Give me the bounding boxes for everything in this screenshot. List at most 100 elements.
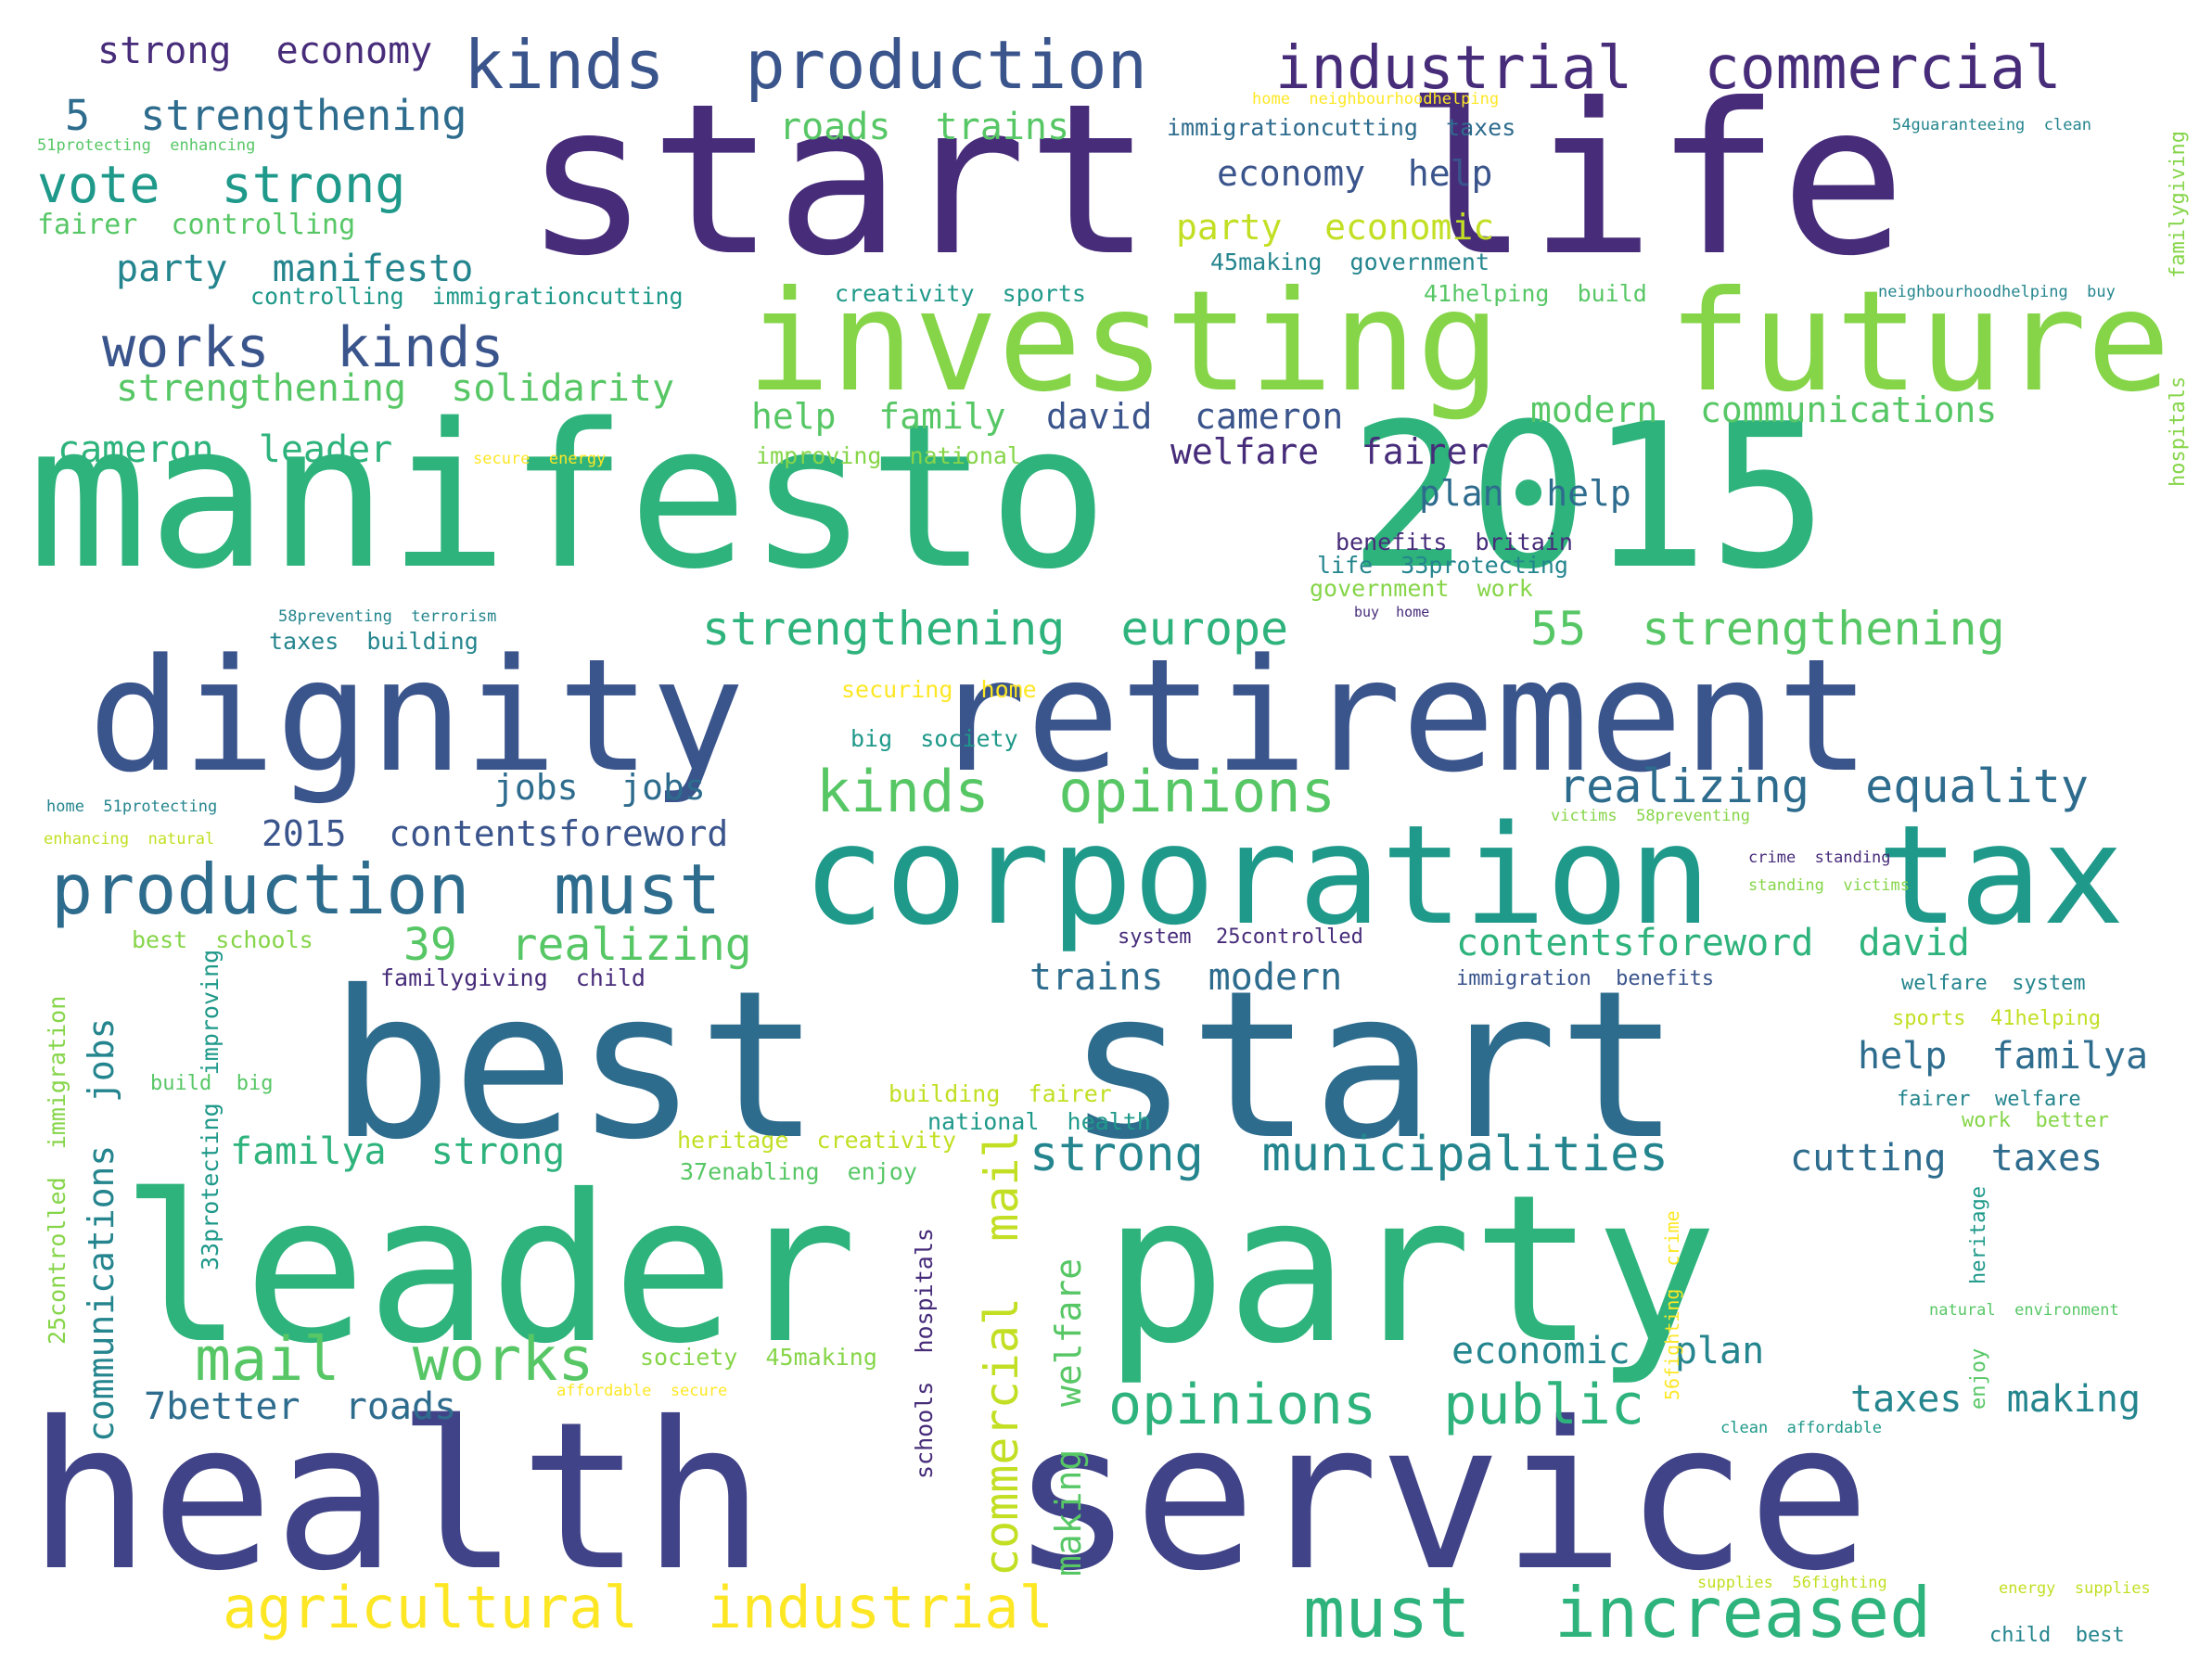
word-opinions-public: opinions public [1108, 1372, 1644, 1437]
word-kinds-production: kinds production [464, 26, 1147, 104]
word-strong-economy: strong economy [97, 30, 432, 72]
word-enhancing-natural: enhancing natural [44, 830, 214, 849]
word-corporation-tax: corporation tax [802, 796, 2125, 955]
word-vote-strong: vote strong [37, 155, 405, 214]
word-55-strengthening: 55 strengthening [1530, 602, 2005, 656]
word-realizing-equality: realizing equality [1558, 759, 2089, 813]
word-kinds-opinions: kinds opinions [816, 758, 1336, 825]
word-home-neighbourhoodhelping: home neighbourhoodhelping [1252, 90, 1499, 108]
word-37enabling-enjoy: 37enabling enjoy [680, 1158, 917, 1185]
word-government-work: government work [1310, 575, 1533, 602]
word-buy-home: buy home [1354, 604, 1429, 620]
word-help-family: help family [751, 396, 1006, 437]
word-crime-standing: crime standing [1748, 849, 1891, 867]
word-communications-jobs: communications jobs [81, 1017, 121, 1442]
word-health-service: health service [28, 1378, 1871, 1615]
word-energy-supplies: energy supplies [1999, 1579, 2151, 1598]
word-works-kinds: works kinds [102, 315, 504, 380]
word-mail-works: mail works [195, 1325, 594, 1395]
word-affordable-secure: affordable secure [556, 1382, 727, 1400]
word-familygiving-child: familygiving child [380, 964, 646, 991]
word-enjoy: enjoy [1967, 1348, 1990, 1410]
word-41helping-build: 41helping build [1424, 280, 1647, 307]
word-benefits-britain: benefits britain [1336, 529, 1573, 555]
word-sports-41helping: sports 41helping [1892, 1007, 2101, 1030]
word-victims-58preventing: victims 58preventing [1551, 807, 1750, 825]
word-system-25controlled: system 25controlled [1118, 925, 1363, 949]
word-plan-help: plan help [1419, 473, 1631, 514]
word-david-cameron: david cameron [1046, 396, 1343, 437]
word-dignity-retirement: dignity retirement [88, 625, 1871, 807]
word-standing-victims: standing victims [1748, 876, 1910, 895]
word-supplies-56fighting: supplies 56fighting [1697, 1574, 1887, 1592]
word-cutting-taxes: cutting taxes [1790, 1137, 2103, 1180]
word-roads-trains: roads trains [779, 106, 1069, 148]
word-industrial-commercial: industrial commercial [1275, 34, 2062, 103]
word-build-big: build big [150, 1072, 273, 1095]
word-help-familya: help familya [1858, 1035, 2148, 1078]
word-strengthening-solidarity: strengthening solidarity [116, 367, 674, 410]
word-contentsforeword-david: contentsforeword david [1456, 922, 1970, 964]
word-building-fairer: building fairer [889, 1080, 1112, 1107]
word-economic-plan: economic plan [1451, 1330, 1764, 1372]
word-jobs-jobs: jobs jobs [493, 767, 706, 808]
word-natural-environment: natural environment [1929, 1301, 2119, 1320]
word-leader-party: leader party [121, 1151, 1718, 1388]
word-best-schools: best schools [132, 926, 313, 953]
word-2015-contentsforeword: 2015 contentsforeword [262, 813, 728, 854]
word-immigrationcutting-taxes: immigrationcutting taxes [1167, 114, 1515, 141]
word-39-realizing: 39 realizing [403, 919, 752, 971]
word-life-33protecting: life 33protecting [1317, 552, 1568, 579]
word-national-health: national health [927, 1108, 1151, 1135]
word-heritage-creativity: heritage creativity [677, 1127, 956, 1154]
word-clean-affordable: clean affordable [1720, 1419, 1882, 1437]
word-7better-roads: 7better roads [144, 1385, 456, 1428]
word-neighbourhoodhelping-buy: neighbourhoodhelping buy [1878, 283, 2116, 301]
word-trains-modern: trains modern [1029, 956, 1342, 999]
word-welfare-fairer: welfare fairer [1170, 431, 1489, 472]
word-schools-hospitals: schools hospitals [911, 1228, 938, 1479]
word-56fighting-crime: 56fighting crime [1661, 1210, 1683, 1400]
word-must-increased: must increased [1303, 1572, 1931, 1653]
word-welfare-system: welfare system [1901, 972, 2086, 995]
word-45making-government: 45making government [1210, 249, 1490, 275]
word-production-must: production must [51, 849, 721, 930]
word-society-45making: society 45making [640, 1344, 877, 1371]
word-cameron-leader: cameron leader [58, 428, 392, 471]
word-manifesto-2015: manifesto 2015 [28, 380, 1829, 613]
word-modern-communications: modern communications [1530, 389, 1997, 430]
word-start-life: start life [524, 59, 1906, 302]
word-immigration-benefits: immigration benefits [1456, 967, 1714, 990]
word-party-manifesto: party manifesto [116, 248, 473, 290]
word-fairer-welfare: fairer welfare [1897, 1088, 2081, 1111]
word-33protecting-improving: 33protecting improving [197, 950, 224, 1270]
word-58preventing-terrorism: 58preventing terrorism [278, 607, 496, 626]
word-controlling-immigrationcutting: controlling immigrationcutting [250, 283, 684, 310]
word-familya-strong: familya strong [230, 1130, 565, 1173]
word-secure-energy: secure energy [473, 450, 606, 468]
word-strong-municipalities: strong municipalities [1029, 1127, 1669, 1182]
word-child-best: child best [1989, 1624, 2125, 1647]
word-familygiving: familygiving [2167, 131, 2190, 278]
word-improving-national: improving national [756, 442, 1021, 469]
word-creativity-sports: creativity sports [835, 280, 1086, 307]
word-heritage: heritage [1967, 1186, 1990, 1284]
word-taxes-building: taxes building [269, 628, 479, 655]
word-fairer-controlling: fairer controlling [37, 209, 355, 241]
word-big-society: big society [850, 725, 1018, 752]
word-economy-help: economy help [1217, 153, 1492, 194]
word-making-welfare: making welfare [1048, 1258, 1089, 1576]
word-best-start: best start [329, 947, 1681, 1184]
word-taxes-making: taxes making [1850, 1378, 2141, 1421]
word-54guaranteeing-clean: 54guaranteeing clean [1892, 116, 2091, 134]
word-25controlled-immigration: 25controlled immigration [44, 996, 70, 1345]
word-5-strengthening: 5 strengthening [65, 91, 467, 140]
word-investing-future: investing future [747, 262, 2170, 423]
word-securing-home: securing home [841, 676, 1037, 703]
word-strengthening-europe: strengthening europe [702, 602, 1288, 656]
word-home-51protecting: home 51protecting [46, 798, 217, 816]
word-commercial-mail: commercial mail [975, 1130, 1029, 1576]
word-work-better: work better [1962, 1109, 2109, 1132]
word-party-economic: party economic [1176, 207, 1494, 248]
